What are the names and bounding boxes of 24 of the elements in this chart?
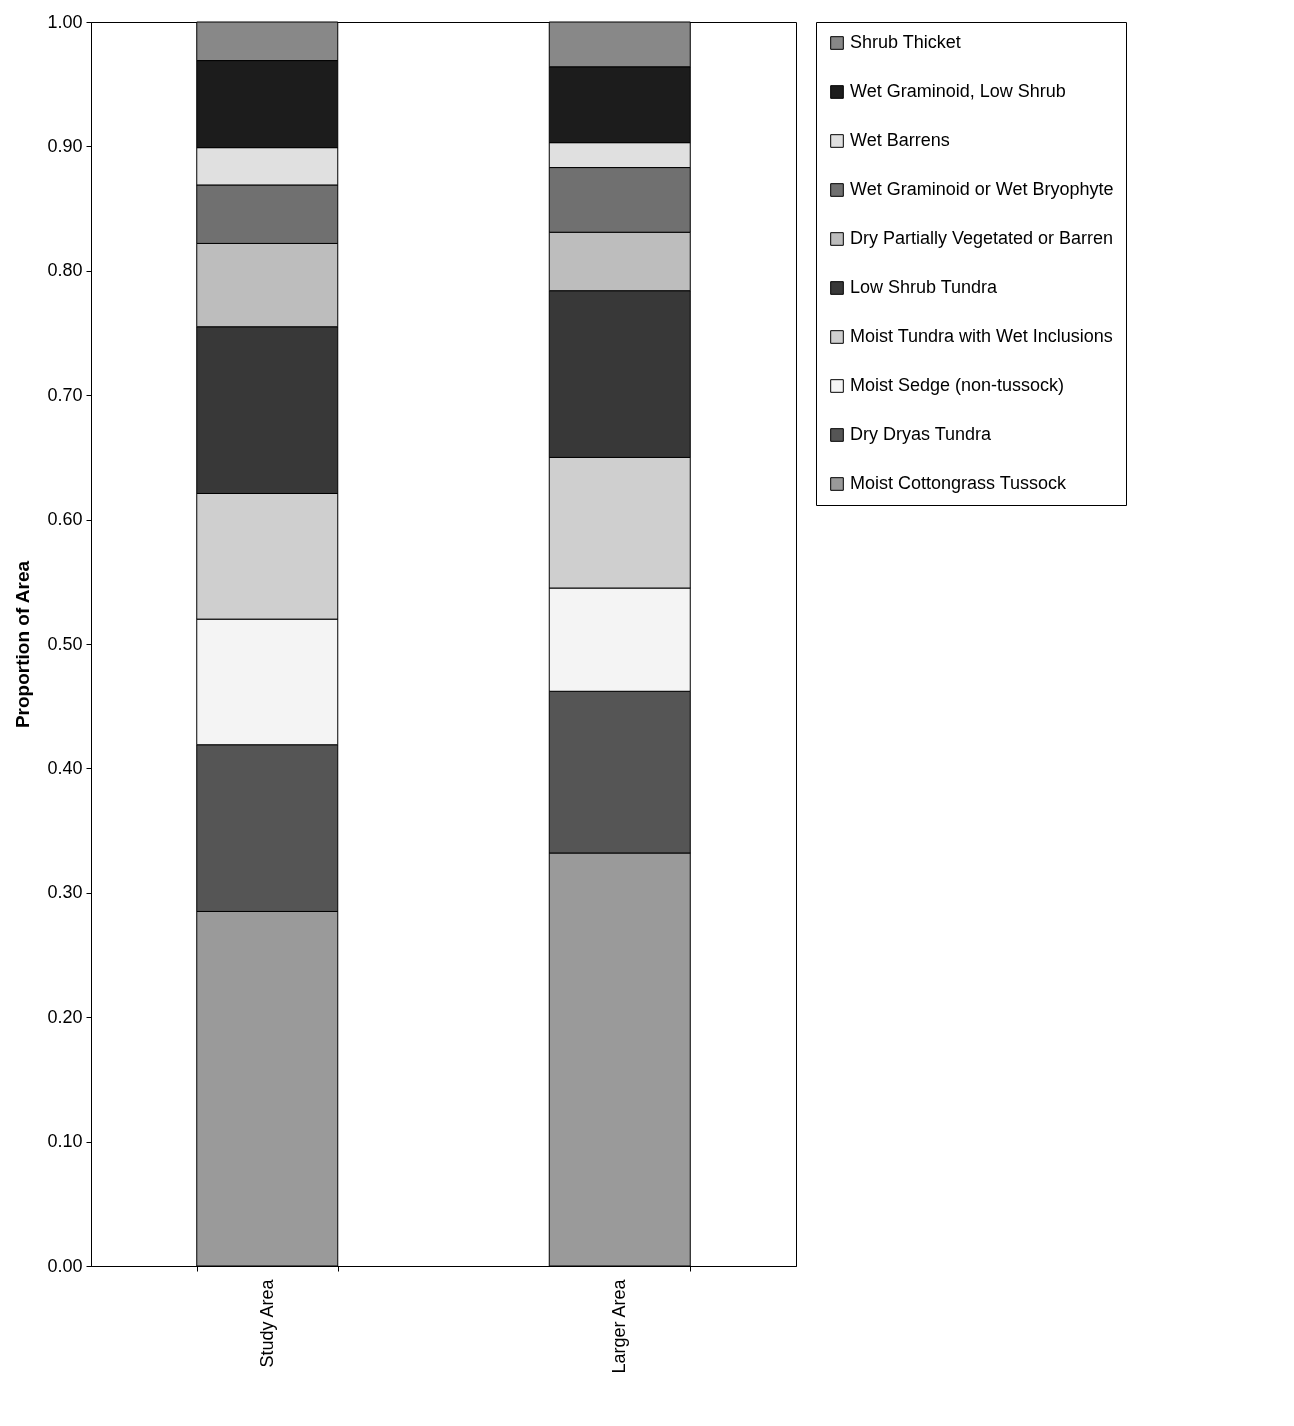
y-axis-title: Proportion of Area	[12, 560, 34, 729]
x-tick-label: Study Area	[256, 1278, 277, 1368]
legend-label: Dry Dryas Tundra	[850, 424, 993, 444]
legend-label: Wet Graminoid, Low Shrub	[850, 81, 1066, 101]
y-tick-label: 0.50	[47, 633, 83, 654]
legend-label: Shrub Thicket	[850, 32, 961, 52]
y-tick-label: 0.90	[47, 135, 83, 156]
y-tick-label: 0.00	[47, 1255, 83, 1276]
legend-label: Wet Barrens	[850, 130, 950, 150]
y-tick-label: 0.60	[47, 509, 83, 530]
y-tick-label: 0.20	[47, 1006, 83, 1027]
y-tick-label: 0.10	[47, 1131, 83, 1152]
legend-label: Moist Cottongrass Tussock	[850, 473, 1068, 493]
legend-label: Moist Sedge (non-tussock)	[850, 375, 1065, 395]
y-tick-label: 0.80	[47, 260, 83, 281]
x-tick-label: Larger Area	[609, 1278, 630, 1374]
legend-label: Moist Tundra with Wet Inclusions	[850, 326, 1113, 346]
y-tick-label: 0.70	[47, 384, 83, 405]
legend-label: Dry Partially Vegetated or Barren	[850, 228, 1114, 248]
y-tick-label: 1.00	[47, 11, 83, 32]
legend-label: Wet Graminoid or Wet Bryophyte	[850, 179, 1114, 199]
legend-label: Low Shrub Tundra	[850, 277, 999, 297]
y-tick-label: 0.40	[47, 757, 83, 778]
y-tick-label: 0.30	[47, 882, 83, 903]
